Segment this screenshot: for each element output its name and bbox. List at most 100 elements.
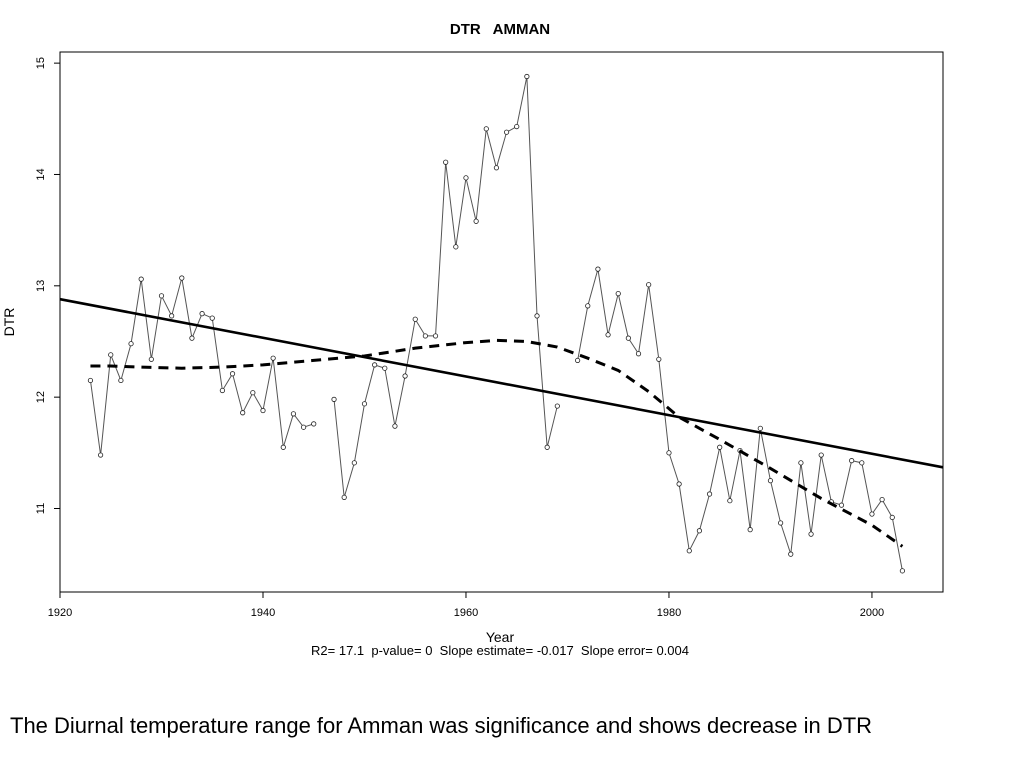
data-point [879,496,885,503]
plot-frame [59,51,944,593]
slide-caption: The Diurnal temperature range for Amman … [10,713,873,738]
data-point [514,123,520,130]
x-tick-label: 1920 [48,607,72,619]
data-point [646,282,652,288]
y-tick-label: 13 [35,280,47,292]
data-point [290,411,297,417]
x-tick-label: 2000 [860,607,884,619]
data-point [757,425,763,431]
dtr-chart: DTR AMMAN 1920 1940 1960 1980 2000 111213141… [1,21,944,658]
data-point [97,452,104,458]
data-point [331,396,337,402]
data-point [443,159,449,165]
data-point [849,458,855,464]
data-point [270,355,276,361]
data-point [503,129,510,135]
data-point [108,352,114,358]
data-point [798,460,804,466]
data-point [169,313,175,319]
data-point [189,335,195,341]
data-point [544,444,550,450]
data-point [859,460,865,466]
data-point [838,502,845,508]
data-point [351,460,357,466]
data-point [778,520,784,526]
data-point [595,266,601,272]
data-point [372,362,378,368]
stats-line: R2= 17.1 p-value= 0 Slope estimate= -0.0… [311,643,689,658]
data-point [453,244,459,250]
data-point [727,498,733,504]
y-tick-label: 15 [35,57,47,69]
data-point [717,444,723,450]
data-point [899,568,906,574]
data-point [128,341,134,347]
data-point [869,511,875,517]
data-point [148,356,154,362]
data-point [656,356,662,362]
observed-dtr-line [333,76,558,498]
data-point [666,450,672,456]
data-point [341,494,347,500]
x-tick-label: 1980 [657,607,681,619]
data-point [250,390,256,396]
linear-trend-line [59,297,944,469]
data-point [463,175,469,181]
y-tick-label: 11 [35,503,47,514]
data-point [432,333,439,339]
data-point [280,444,286,450]
data-point [696,528,703,534]
data-point [382,365,388,371]
data-point [808,531,814,537]
x-tick-label: 1960 [454,607,478,619]
data-point [118,377,124,384]
data-point [585,303,591,309]
series-layer [59,73,944,574]
data-point [138,276,144,282]
data-point [706,491,713,497]
data-point [493,165,500,171]
data-point [402,373,408,379]
data-point [209,315,215,321]
data-point [788,551,794,557]
data-point [575,357,581,364]
data-point [179,275,185,281]
data-point [199,311,205,317]
data-point [818,452,824,458]
x-tick-label: 1940 [251,607,275,619]
y-axis-label: DTR [1,308,17,337]
data-point [473,218,479,224]
data-point [483,126,489,132]
data-point [87,377,94,384]
x-axis: 1920 1940 1960 1980 2000 [48,592,884,619]
smoothed-trend-line [90,338,904,548]
data-point [392,423,398,429]
observed-dtr-line [577,268,903,571]
data-point [534,313,540,319]
data-point [625,335,631,341]
data-point [747,527,753,533]
data-point [412,316,418,322]
data-point [686,548,692,554]
data-point [554,403,560,409]
data-point [240,410,246,416]
data-point [300,424,307,430]
chart-title: DTR AMMAN [450,21,550,38]
data-point [605,332,611,338]
data-point [311,421,317,427]
data-point [158,293,165,299]
data-point [260,407,266,414]
data-point [422,333,428,339]
data-point [889,514,895,521]
data-point [229,371,236,377]
y-tick-label: 14 [35,168,47,180]
y-axis: 11 12 13 14 15 [35,57,60,514]
data-point [361,401,368,407]
data-point [524,73,530,80]
data-point [219,387,225,394]
data-point [767,478,774,484]
data-point [615,291,621,297]
data-point [676,481,682,487]
y-tick-label: 12 [35,391,47,403]
x-axis-label: Year [486,629,515,645]
